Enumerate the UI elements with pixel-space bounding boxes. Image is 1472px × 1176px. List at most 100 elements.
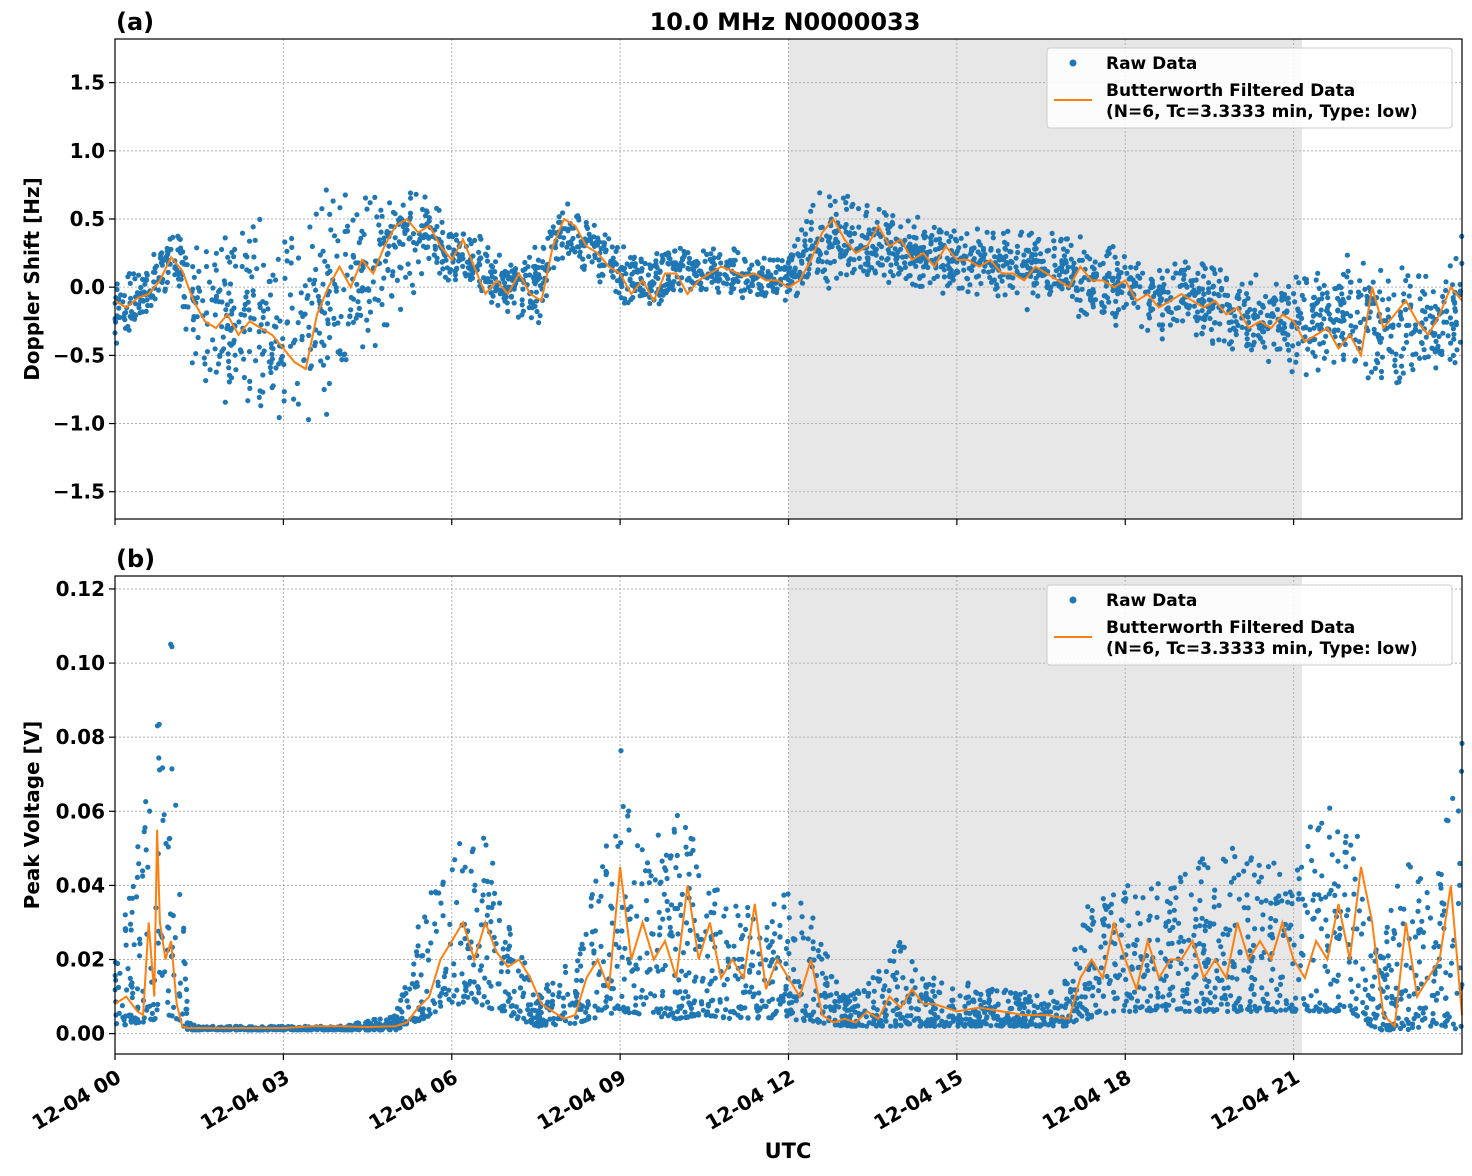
raw-data-point: [424, 208, 429, 213]
raw-data-point: [1061, 246, 1066, 251]
raw-data-point: [454, 238, 459, 243]
raw-data-point: [600, 864, 605, 869]
raw-data-point: [1376, 334, 1381, 339]
raw-data-point: [424, 919, 429, 924]
raw-data-point: [203, 378, 208, 383]
raw-data-point: [698, 269, 703, 274]
raw-data-point: [355, 299, 360, 304]
raw-data-point: [1200, 261, 1205, 266]
raw-data-point: [527, 272, 532, 277]
raw-data-point: [1191, 975, 1196, 980]
raw-data-point: [903, 276, 908, 281]
raw-data-point: [195, 314, 200, 319]
raw-data-point: [516, 968, 521, 973]
raw-data-point: [1135, 305, 1140, 310]
raw-data-point: [1004, 260, 1009, 265]
y-tick-label: 0.5: [70, 207, 105, 231]
raw-data-point: [492, 891, 497, 896]
raw-data-point: [1236, 872, 1241, 877]
raw-data-point: [240, 231, 245, 236]
raw-data-point: [458, 941, 463, 946]
raw-data-point: [429, 890, 434, 895]
raw-data-point: [229, 375, 234, 380]
raw-data-point: [771, 289, 776, 294]
raw-data-point: [811, 997, 816, 1002]
raw-data-point: [781, 904, 786, 909]
raw-data-point: [1341, 352, 1346, 357]
raw-data-point: [781, 999, 786, 1004]
raw-data-point: [1386, 278, 1391, 283]
raw-data-point: [686, 1000, 691, 1005]
raw-data-point: [993, 287, 998, 292]
raw-data-point: [1442, 1013, 1447, 1018]
raw-data-point: [915, 215, 920, 220]
raw-data-point: [1025, 998, 1030, 1003]
raw-data-point: [1205, 865, 1210, 870]
raw-data-point: [233, 367, 238, 372]
raw-data-point: [733, 258, 738, 263]
raw-data-point: [742, 288, 747, 293]
raw-data-point: [1258, 335, 1263, 340]
raw-data-point: [903, 1019, 908, 1024]
raw-data-point: [1237, 897, 1242, 902]
raw-data-point: [1314, 988, 1319, 993]
raw-data-point: [1134, 937, 1139, 942]
raw-data-point: [1216, 337, 1221, 342]
raw-data-point: [878, 1023, 883, 1028]
raw-data-point: [827, 241, 832, 246]
raw-data-point: [378, 1017, 383, 1022]
raw-data-point: [1283, 331, 1288, 336]
raw-data-point: [1262, 345, 1267, 350]
raw-data-point: [1312, 302, 1317, 307]
raw-data-point: [946, 239, 951, 244]
raw-data-point: [216, 289, 221, 294]
raw-data-point: [1015, 244, 1020, 249]
raw-data-point: [242, 313, 247, 318]
raw-data-point: [1119, 918, 1124, 923]
raw-data-point: [838, 254, 843, 259]
raw-data-point: [1098, 944, 1103, 949]
raw-data-point: [318, 358, 323, 363]
raw-data-point: [1311, 313, 1316, 318]
raw-data-point: [769, 959, 774, 964]
raw-data-point: [1344, 274, 1349, 279]
raw-data-point: [651, 1010, 656, 1015]
raw-data-point: [886, 230, 891, 235]
raw-data-point: [1214, 968, 1219, 973]
raw-data-point: [1257, 863, 1262, 868]
raw-data-point: [536, 320, 541, 325]
raw-data-point: [520, 287, 525, 292]
raw-data-point: [305, 296, 310, 301]
raw-data-point: [1064, 996, 1069, 1001]
raw-data-point: [1294, 275, 1299, 280]
raw-data-point: [484, 955, 489, 960]
raw-data-point: [190, 264, 195, 269]
raw-data-point: [1166, 992, 1171, 997]
raw-data-point: [1432, 971, 1437, 976]
raw-data-point: [1445, 818, 1450, 823]
raw-data-point: [825, 279, 830, 284]
raw-data-point: [1212, 320, 1217, 325]
raw-data-point: [811, 946, 816, 951]
raw-data-point: [253, 238, 258, 243]
raw-data-point: [987, 998, 992, 1003]
raw-data-point: [1168, 886, 1173, 891]
raw-data-point: [736, 976, 741, 981]
raw-data-point: [1322, 283, 1327, 288]
raw-data-point: [1408, 864, 1413, 869]
raw-data-point: [1008, 990, 1013, 995]
raw-data-point: [939, 980, 944, 985]
raw-data-point: [1230, 846, 1235, 851]
raw-data-point: [167, 836, 172, 841]
raw-data-point: [1051, 999, 1056, 1004]
raw-data-point: [621, 1005, 626, 1010]
raw-data-point: [721, 1015, 726, 1020]
raw-data-point: [738, 923, 743, 928]
raw-data-point: [891, 273, 896, 278]
raw-data-point: [958, 993, 963, 998]
raw-data-point: [1075, 288, 1080, 293]
raw-data-point: [1419, 919, 1424, 924]
raw-data-point: [1401, 291, 1406, 296]
raw-data-point: [393, 245, 398, 250]
raw-data-point: [477, 234, 482, 239]
